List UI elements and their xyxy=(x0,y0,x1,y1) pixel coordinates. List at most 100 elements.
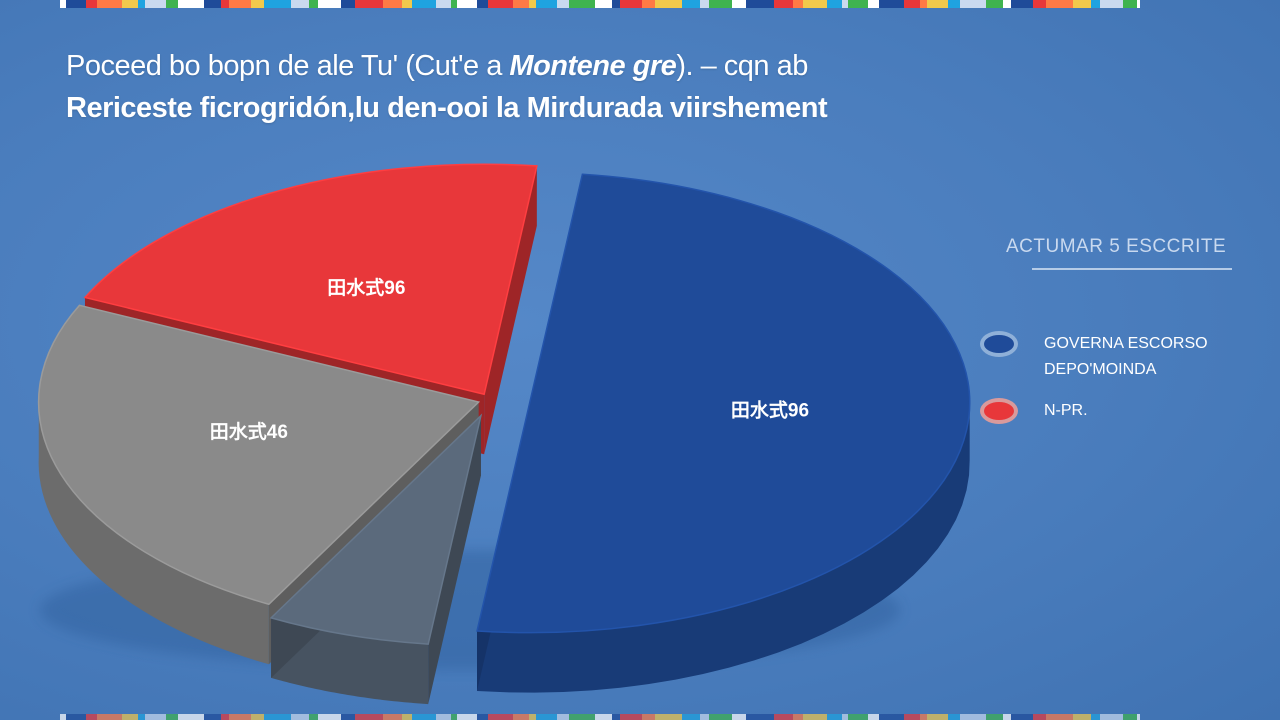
strip-segment xyxy=(842,714,848,720)
strip-segment xyxy=(620,714,642,720)
strip-segment xyxy=(848,714,868,720)
strip-segment xyxy=(451,0,457,8)
strip-segment xyxy=(612,0,620,8)
strip-segment xyxy=(904,0,920,8)
strip-segment xyxy=(1011,0,1033,8)
strip-segment xyxy=(612,714,620,720)
strip-segment xyxy=(66,714,86,720)
strip-segment xyxy=(1123,0,1137,8)
pie-slice-side-2 xyxy=(38,396,269,665)
legend-label-governa: GOVERNA ESCORSO DEPO'MOINDA xyxy=(1044,335,1208,378)
strip-segment xyxy=(709,714,732,720)
legend: ACTUMAR 5 ESCCRITE GOVERNA ESCORSO DEPO'… xyxy=(980,236,1240,424)
strip-segment xyxy=(355,0,383,8)
strip-segment xyxy=(1003,0,1011,8)
strip-segment xyxy=(904,714,920,720)
legend-title: ACTUMAR 5 ESCCRITE xyxy=(1006,236,1227,257)
strip-segment xyxy=(138,714,145,720)
strip-segment xyxy=(412,714,436,720)
strip-segment xyxy=(879,0,904,8)
strip-segment xyxy=(682,0,700,8)
legend-divider xyxy=(1032,268,1232,270)
strip-segment xyxy=(920,714,927,720)
strip-segment xyxy=(86,0,97,8)
strip-segment xyxy=(178,0,204,8)
strip-segment xyxy=(732,714,746,720)
top-color-strip xyxy=(60,0,1140,8)
strip-segment xyxy=(383,0,402,8)
strip-segment xyxy=(291,0,309,8)
legend-item-governa[interactable]: GOVERNA ESCORSO DEPO'MOINDA xyxy=(980,331,1208,383)
strip-segment xyxy=(97,0,122,8)
strip-segment xyxy=(1033,714,1046,720)
strip-segment xyxy=(488,0,513,8)
strip-segment xyxy=(412,0,436,8)
strip-segment xyxy=(318,714,341,720)
strip-segment xyxy=(569,714,595,720)
strip-segment xyxy=(569,0,595,8)
strip-segment xyxy=(746,0,774,8)
pie-slice-2[interactable] xyxy=(37,304,481,606)
strip-segment xyxy=(178,714,204,720)
strip-segment xyxy=(402,714,412,720)
chart-title-block: Poceed bo bopn de ale Tu' (Cut'e a Monte… xyxy=(66,46,966,128)
strip-segment xyxy=(436,0,451,8)
chart-title-text: Poceed bo bopn de ale Tu' (Cut'e a xyxy=(66,50,510,82)
strip-segment xyxy=(1033,0,1046,8)
strip-segment xyxy=(204,0,221,8)
legend-swatch-red xyxy=(980,398,1018,424)
strip-segment xyxy=(1100,714,1123,720)
strip-segment xyxy=(827,714,842,720)
strip-segment xyxy=(793,0,803,8)
strip-segment xyxy=(457,714,477,720)
strip-segment xyxy=(122,714,138,720)
strip-segment xyxy=(642,714,655,720)
strip-segment xyxy=(451,714,457,720)
strip-segment xyxy=(774,0,793,8)
strip-segment xyxy=(536,714,557,720)
strip-segment xyxy=(960,0,986,8)
strip-segment xyxy=(986,0,1003,8)
pie-slice-3[interactable] xyxy=(83,163,538,396)
strip-segment xyxy=(927,714,948,720)
strip-segment xyxy=(221,0,229,8)
strip-segment xyxy=(477,714,488,720)
strip-segment xyxy=(66,0,86,8)
strip-segment xyxy=(1073,0,1091,8)
strip-segment xyxy=(1091,714,1100,720)
strip-segment xyxy=(166,714,178,720)
strip-segment xyxy=(709,0,732,8)
chart-title-emphasis: Montene gre xyxy=(509,50,677,82)
strip-segment xyxy=(264,0,291,8)
strip-segment xyxy=(1091,0,1100,8)
strip-segment xyxy=(595,714,612,720)
strip-segment xyxy=(529,714,536,720)
strip-segment xyxy=(457,0,477,8)
strip-segment xyxy=(948,714,960,720)
strip-segment xyxy=(402,0,412,8)
strip-segment xyxy=(86,714,97,720)
legend-item-npr[interactable]: N-PR. xyxy=(980,398,1088,424)
strip-segment xyxy=(842,0,848,8)
pie-slice-1[interactable] xyxy=(269,413,483,645)
strip-segment xyxy=(383,714,402,720)
pie-slice-0[interactable] xyxy=(476,173,971,634)
strip-segment xyxy=(746,714,774,720)
strip-segment xyxy=(960,714,986,720)
strip-segment xyxy=(595,0,612,8)
chart-title-tail: ). – cqn ab xyxy=(676,50,808,82)
chart-subtitle: Rericeste ficrogridón,lu den-ooi la Mird… xyxy=(66,92,828,124)
strip-segment xyxy=(264,714,291,720)
strip-segment xyxy=(341,0,355,8)
strip-segment xyxy=(251,714,264,720)
pie-slice-label-3: 田水式96 xyxy=(327,276,405,299)
strip-segment xyxy=(229,0,251,8)
legend-label-npr: N-PR. xyxy=(1044,402,1088,419)
strip-segment xyxy=(700,714,709,720)
strip-segment xyxy=(60,714,66,720)
strip-segment xyxy=(436,714,451,720)
strip-segment xyxy=(309,714,318,720)
strip-segment xyxy=(1137,0,1140,8)
strip-segment xyxy=(229,714,251,720)
